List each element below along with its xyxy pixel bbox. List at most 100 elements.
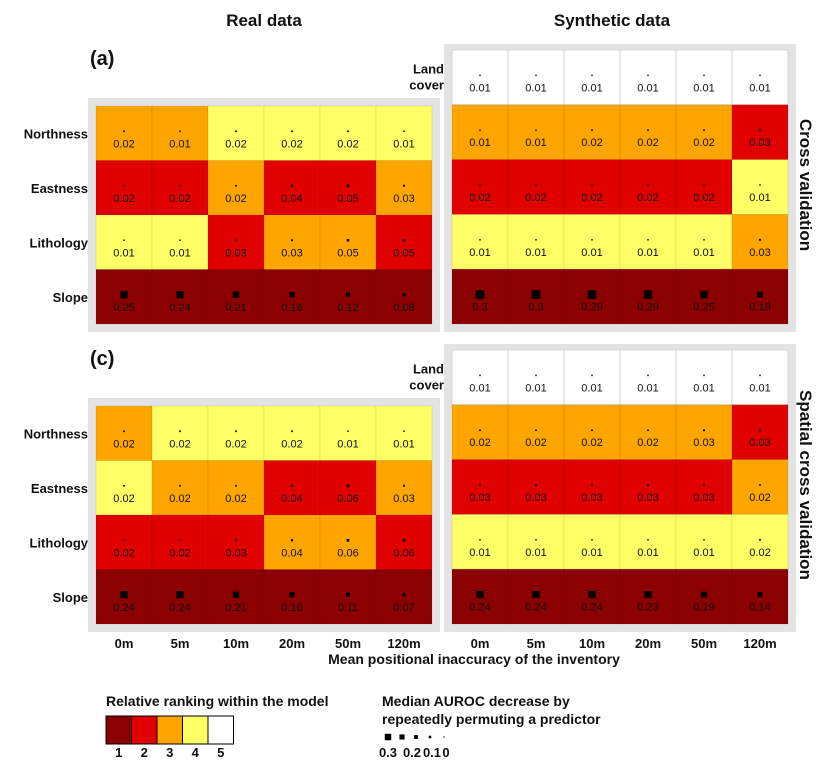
importance-square: [644, 591, 652, 599]
importance-square: [535, 129, 537, 131]
cell-value-label: 0.03: [693, 492, 714, 504]
importance-square: [346, 239, 350, 242]
importance-square: [479, 539, 481, 541]
cell-value-label: 0.01: [749, 82, 770, 94]
cell-value-label: 0.02: [113, 438, 134, 450]
cell-value-label: 0.02: [581, 137, 602, 149]
cell-value-label: 0.01: [637, 82, 658, 94]
size-legend-square: [399, 734, 405, 740]
importance-square: [235, 430, 237, 433]
importance-square: [123, 430, 125, 433]
heatmap-cell: [563, 349, 621, 406]
importance-square: [402, 593, 406, 597]
cell-value-label: 0.01: [113, 247, 134, 259]
rank-legend-swatch: [156, 715, 183, 745]
importance-square: [235, 239, 237, 242]
size-legend-label: 0: [442, 745, 449, 760]
importance-square: [591, 539, 593, 541]
rank-legend-swatch: [182, 715, 209, 745]
cell-value-label: 0.01: [469, 82, 490, 94]
size-legend-square: [384, 733, 392, 741]
row-title-spatial-cross-validation: Spatial cross validation: [796, 390, 815, 580]
cell-value-label: 0.01: [637, 547, 658, 559]
cell-value-label: 0.02: [225, 438, 246, 450]
heatmap-cell: [451, 404, 509, 460]
importance-square: [703, 539, 705, 541]
cell-value-label: 0.3: [472, 302, 487, 314]
heatmap-cell: [507, 49, 565, 106]
importance-square: [120, 291, 128, 299]
cell-value-label: 0.03: [393, 193, 414, 205]
cell-value-label: 0.06: [393, 547, 414, 559]
importance-square: [235, 484, 237, 487]
cell-value-label: 0.01: [525, 137, 546, 149]
importance-square: [647, 129, 649, 132]
heatmap-cell: [207, 460, 265, 516]
cell-value-label: 0.01: [525, 382, 546, 394]
heatmap-cell: [95, 514, 153, 570]
cell-value-label: 0.02: [637, 137, 658, 149]
heatmap-cell: [319, 269, 377, 325]
heatmap-cell: [619, 213, 677, 270]
importance-square: [479, 429, 481, 432]
x-tick-label: 10m: [579, 636, 605, 651]
cell-value-label: 0.02: [749, 547, 770, 559]
heatmap-cell: [319, 514, 377, 570]
cell-value-label: 0.01: [749, 192, 770, 204]
importance-square: [700, 290, 708, 299]
importance-square: [290, 539, 294, 542]
heatmap-cell: [95, 160, 153, 216]
heatmap-cell: [95, 405, 153, 461]
importance-square: [759, 238, 761, 241]
heatmap-cell: [731, 49, 789, 106]
importance-square: [291, 130, 293, 133]
cell-value-label: 0.01: [169, 247, 190, 259]
heatmap-cell: [95, 105, 153, 161]
importance-square: [123, 484, 125, 487]
importance-square: [346, 184, 350, 187]
heatmap-cell: [151, 160, 209, 216]
heatmap-cell: [619, 104, 677, 161]
importance-square: [291, 430, 293, 433]
heatmap-cell: [319, 160, 377, 216]
row-label: cover: [409, 377, 444, 392]
rank-legend-label: 2: [141, 745, 148, 760]
importance-square: [179, 484, 181, 487]
panel-a-tag: (a): [90, 48, 114, 70]
cell-value-label: 0.02: [581, 192, 602, 204]
importance-square: [759, 374, 761, 377]
importance-square: [703, 129, 705, 132]
heatmap-cell: [507, 159, 565, 215]
heatmap-cell: [207, 105, 265, 161]
row-label: Eastness: [31, 481, 88, 496]
cell-value-label: 0.02: [225, 138, 246, 150]
cell-value-label: 0.03: [749, 247, 770, 259]
cell-value-label: 0.02: [113, 193, 134, 205]
heatmap-cell: [563, 404, 621, 460]
heatmap-cell: [451, 213, 509, 270]
cell-value-label: 0.01: [749, 382, 770, 394]
cell-value-label: 0.02: [169, 493, 190, 505]
rank-legend-swatch: [131, 715, 158, 745]
importance-square: [588, 591, 596, 599]
importance-square: [179, 130, 181, 132]
importance-square: [703, 184, 705, 186]
x-tick-label: 120m: [743, 636, 776, 651]
importance-square: [290, 184, 294, 187]
heatmap-panel-d: 0.01 0.01 0.01 0.01 0.01 0.01 0.02 0.02 0.02 0.02…: [409, 349, 789, 651]
importance-square: [703, 239, 705, 241]
cell-value-label: 0.16: [281, 302, 302, 314]
importance-square: [403, 484, 405, 487]
heatmap-cell: [563, 459, 621, 515]
cell-value-label: 0.02: [637, 437, 658, 449]
heatmap-cell: [451, 349, 509, 406]
cell-value-label: 0.06: [337, 493, 358, 505]
importance-square: [647, 74, 649, 77]
size-legend-label: 0.1: [423, 745, 441, 760]
importance-square: [289, 592, 295, 598]
importance-square: [123, 184, 125, 187]
importance-square: [347, 430, 349, 432]
row-label: Lithology: [30, 235, 89, 250]
importance-square: [123, 130, 125, 133]
